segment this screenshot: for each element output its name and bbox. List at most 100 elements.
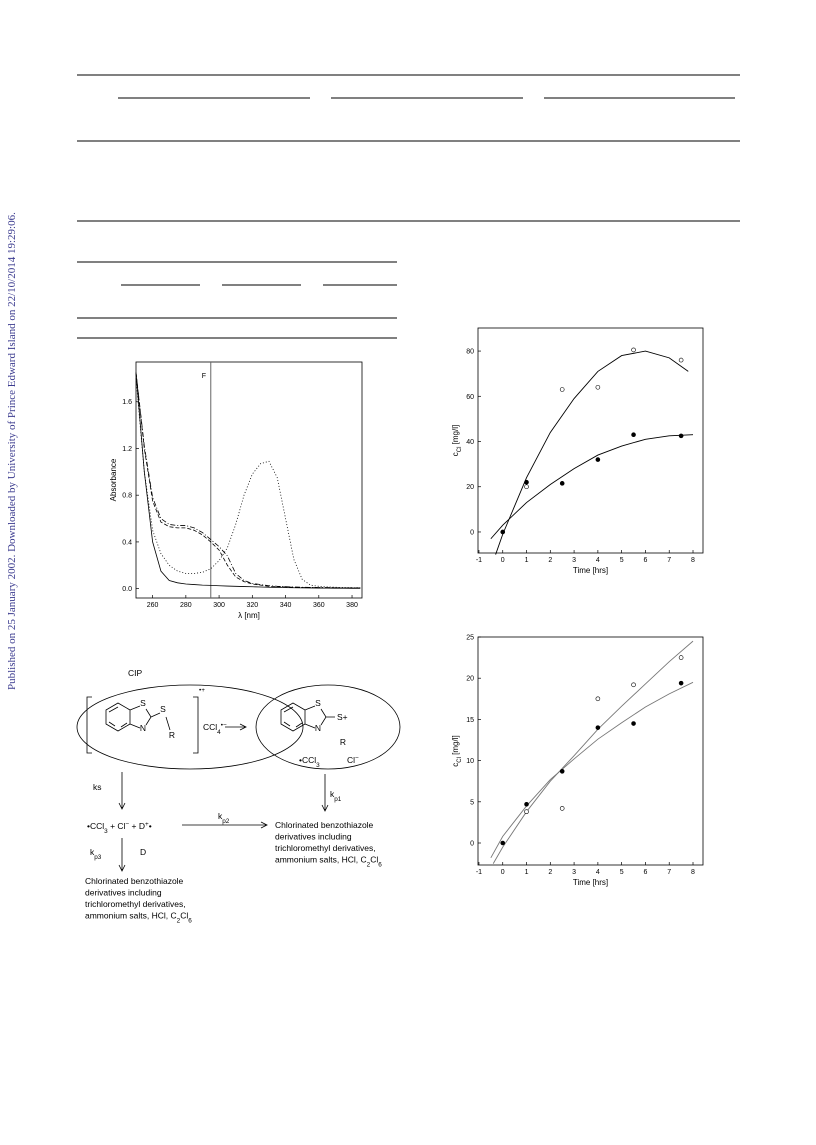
text-part: • <box>149 821 152 831</box>
plot-frame <box>477 327 704 554</box>
data-point <box>631 721 636 726</box>
spectrum-line <box>135 372 361 589</box>
fit-line <box>492 640 694 864</box>
scheme-label: S <box>140 698 146 708</box>
y-tick-label: 60 <box>466 394 474 401</box>
scheme-label: kp2 <box>218 811 230 825</box>
x-tick-label: 6 <box>643 557 647 564</box>
side-note: Published on 25 January 2002. Downloaded… <box>6 212 18 690</box>
scheme-label: R <box>169 730 175 740</box>
scheme-label: N <box>140 723 146 733</box>
y-tick-label: 0 <box>470 529 474 536</box>
x-tick-label: 0 <box>501 557 505 564</box>
product-text: derivatives including <box>275 832 352 842</box>
data-point <box>559 481 565 486</box>
product-text: derivatives including <box>85 888 162 898</box>
y-tick-label: 0.4 <box>122 539 132 546</box>
scheme-label: •+ <box>199 687 205 694</box>
data-point <box>631 432 636 438</box>
y-tick-label: 25 <box>466 635 474 642</box>
data-point <box>559 806 565 811</box>
text-part: c <box>451 452 460 456</box>
x-tick-label: 320 <box>246 602 258 609</box>
data-point <box>595 384 601 390</box>
x-tick-label: 360 <box>313 602 325 609</box>
scheme-label: •CCl3 + Cl− + D+• <box>87 821 152 835</box>
text-part: + Cl <box>108 821 126 831</box>
text-part: 6 <box>378 861 382 868</box>
text-part: Cl <box>457 447 463 453</box>
text-part: p2 <box>222 818 230 825</box>
x-tick-label: 280 <box>180 602 192 609</box>
scheme-label: Cl− <box>347 755 359 766</box>
text-part: •CCl <box>87 821 104 831</box>
y-tick-label: 0.8 <box>122 493 132 500</box>
x-tick-label: 1 <box>525 869 529 876</box>
y-tick-label: 15 <box>466 717 474 724</box>
text-part: •− <box>221 722 227 729</box>
fit-line <box>490 434 694 540</box>
scheme-label: kp1 <box>330 789 342 803</box>
scheme-label: CIP <box>128 668 143 678</box>
x-tick-label: 2 <box>548 869 552 876</box>
x-tick-label: 6 <box>643 869 647 876</box>
y-tick-label: 0 <box>470 840 474 847</box>
spectrum-line <box>135 372 361 589</box>
data-point <box>524 801 529 807</box>
plot-frame <box>477 636 704 866</box>
x-tick-label: 300 <box>213 602 225 609</box>
x-tick-label: 3 <box>572 557 576 564</box>
data-point <box>678 655 684 660</box>
y-tick-label: 80 <box>466 349 474 356</box>
x-tick-label: 7 <box>667 557 671 564</box>
data-point <box>678 433 684 439</box>
data-point <box>595 457 601 462</box>
scheme-label: •CCl3 <box>299 755 320 769</box>
spectrum-line <box>135 378 361 589</box>
text-part: k <box>330 789 335 799</box>
text-part: 3 <box>316 762 320 769</box>
text-part: ammonium salts, HCl, C <box>85 911 177 921</box>
x-tick-label: 7 <box>667 869 671 876</box>
product-text: trichloromethyl derivatives, <box>85 899 186 909</box>
x-tick-label: -1 <box>476 869 482 876</box>
text-part: •+ <box>199 687 205 694</box>
text-part: [mg/l] <box>451 735 460 757</box>
data-point <box>631 347 636 353</box>
text-part: 3 <box>104 828 108 835</box>
y-axis-label: Absorbance <box>109 458 118 501</box>
scheme-label: ks <box>93 782 102 792</box>
x-axis-label: Time [hrs] <box>573 878 608 887</box>
data-point <box>559 769 565 774</box>
text-part: − <box>125 821 129 828</box>
data-point <box>500 529 506 535</box>
y-axis-label: cCl [mg/l] <box>451 735 463 766</box>
scheme-label: S+ <box>337 712 348 722</box>
y-tick-label: 1.2 <box>122 446 132 453</box>
text-part: + <box>145 821 149 828</box>
data-point <box>524 479 529 485</box>
data-point <box>678 680 684 686</box>
x-tick-label: -1 <box>476 557 482 564</box>
text-part: 2 <box>177 917 181 924</box>
y-tick-label: 5 <box>470 799 474 806</box>
product-text: trichloromethyl derivatives, <box>275 843 376 853</box>
product-text: Chlorinated benzothiazole <box>275 820 374 830</box>
text-part: Cl <box>370 855 378 865</box>
x-axis-label: λ [nm] <box>238 611 260 620</box>
text-part: •CCl <box>299 755 316 765</box>
text-part: c <box>451 763 460 767</box>
x-tick-label: 0 <box>501 869 505 876</box>
data-point <box>595 696 601 702</box>
y-tick-label: 0.0 <box>122 586 132 593</box>
data-point <box>631 682 636 688</box>
x-tick-label: 340 <box>280 602 292 609</box>
data-point <box>524 809 529 814</box>
x-tick-label: 5 <box>620 869 624 876</box>
table-rules <box>77 74 740 339</box>
scheme-label: N <box>315 723 321 733</box>
text-part: Cl <box>457 757 463 763</box>
text-part: Cl <box>347 755 355 765</box>
x-tick-label: 5 <box>620 557 624 564</box>
y-tick-label: 1.6 <box>122 399 132 406</box>
